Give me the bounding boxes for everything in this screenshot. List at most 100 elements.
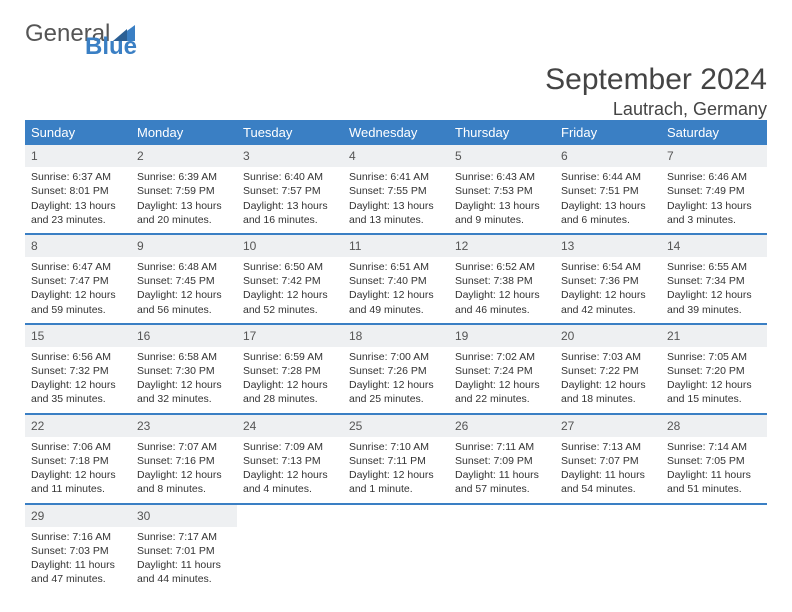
sunrise-text: Sunrise: 7:10 AM [349, 440, 443, 454]
sunrise-text: Sunrise: 6:40 AM [243, 170, 337, 184]
sunset-text: Sunset: 7:28 PM [243, 364, 337, 378]
day-number: 25 [343, 415, 449, 437]
sunrise-text: Sunrise: 7:03 AM [561, 350, 655, 364]
daylight-text: Daylight: 12 hours and 35 minutes. [31, 378, 125, 406]
sunset-text: Sunset: 7:36 PM [561, 274, 655, 288]
day-number: 30 [131, 505, 237, 527]
calendar-week: 8Sunrise: 6:47 AMSunset: 7:47 PMDaylight… [25, 235, 767, 325]
calendar: SundayMondayTuesdayWednesdayThursdayFrid… [25, 120, 767, 592]
daylight-text: Daylight: 12 hours and 32 minutes. [137, 378, 231, 406]
sunset-text: Sunset: 7:32 PM [31, 364, 125, 378]
calendar-day: 28Sunrise: 7:14 AMSunset: 7:05 PMDayligh… [661, 415, 767, 503]
day-body: Sunrise: 6:46 AMSunset: 7:49 PMDaylight:… [661, 167, 767, 233]
sunrise-text: Sunrise: 7:00 AM [349, 350, 443, 364]
day-number: 4 [343, 145, 449, 167]
sunset-text: Sunset: 7:22 PM [561, 364, 655, 378]
day-body: Sunrise: 7:17 AMSunset: 7:01 PMDaylight:… [131, 527, 237, 593]
daylight-text: Daylight: 12 hours and 39 minutes. [667, 288, 761, 316]
sunrise-text: Sunrise: 6:43 AM [455, 170, 549, 184]
sunset-text: Sunset: 8:01 PM [31, 184, 125, 198]
calendar-day: 27Sunrise: 7:13 AMSunset: 7:07 PMDayligh… [555, 415, 661, 503]
day-body: Sunrise: 6:58 AMSunset: 7:30 PMDaylight:… [131, 347, 237, 413]
sunrise-text: Sunrise: 6:59 AM [243, 350, 337, 364]
day-body: Sunrise: 7:14 AMSunset: 7:05 PMDaylight:… [661, 437, 767, 503]
calendar-week: 1Sunrise: 6:37 AMSunset: 8:01 PMDaylight… [25, 145, 767, 235]
sunset-text: Sunset: 7:47 PM [31, 274, 125, 288]
calendar-day: 12Sunrise: 6:52 AMSunset: 7:38 PMDayligh… [449, 235, 555, 323]
calendar-week: 22Sunrise: 7:06 AMSunset: 7:18 PMDayligh… [25, 415, 767, 505]
sunrise-text: Sunrise: 6:39 AM [137, 170, 231, 184]
calendar-day: 20 Sunrise: 7:03 AMSunset: 7:22 PMDayligh… [555, 325, 661, 413]
day-body: Sunrise: 7:06 AMSunset: 7:18 PMDaylight:… [25, 437, 131, 503]
calendar-day: 21Sunrise: 7:05 AMSunset: 7:20 PMDayligh… [661, 325, 767, 413]
day-body: Sunrise: 7:10 AMSunset: 7:11 PMDaylight:… [343, 437, 449, 503]
sunset-text: Sunset: 7:16 PM [137, 454, 231, 468]
daylight-text: Daylight: 13 hours and 9 minutes. [455, 199, 549, 227]
calendar-day [449, 505, 555, 593]
sunrise-text: Sunrise: 6:44 AM [561, 170, 655, 184]
calendar-day: 6Sunrise: 6:44 AMSunset: 7:51 PMDaylight… [555, 145, 661, 233]
calendar-week: 15Sunrise: 6:56 AMSunset: 7:32 PMDayligh… [25, 325, 767, 415]
calendar-day: 7Sunrise: 6:46 AMSunset: 7:49 PMDaylight… [661, 145, 767, 233]
day-number: 5 [449, 145, 555, 167]
calendar-day: 5Sunrise: 6:43 AMSunset: 7:53 PMDaylight… [449, 145, 555, 233]
sunset-text: Sunset: 7:11 PM [349, 454, 443, 468]
day-number: 17 [237, 325, 343, 347]
daylight-text: Daylight: 11 hours and 54 minutes. [561, 468, 655, 496]
weekday-header: Monday [131, 120, 237, 145]
day-number: 27 [555, 415, 661, 437]
sunrise-text: Sunrise: 6:46 AM [667, 170, 761, 184]
daylight-text: Daylight: 12 hours and 52 minutes. [243, 288, 337, 316]
day-body: Sunrise: 7:05 AMSunset: 7:20 PMDaylight:… [661, 347, 767, 413]
daylight-text: Daylight: 12 hours and 11 minutes. [31, 468, 125, 496]
daylight-text: Daylight: 12 hours and 18 minutes. [561, 378, 655, 406]
calendar-day: 22Sunrise: 7:06 AMSunset: 7:18 PMDayligh… [25, 415, 131, 503]
calendar-day: 3Sunrise: 6:40 AMSunset: 7:57 PMDaylight… [237, 145, 343, 233]
calendar-day: 25Sunrise: 7:10 AMSunset: 7:11 PMDayligh… [343, 415, 449, 503]
sunrise-text: Sunrise: 6:52 AM [455, 260, 549, 274]
day-body: Sunrise: 6:56 AMSunset: 7:32 PMDaylight:… [25, 347, 131, 413]
day-body: Sunrise: 6:51 AMSunset: 7:40 PMDaylight:… [343, 257, 449, 323]
calendar-day: 14Sunrise: 6:55 AMSunset: 7:34 PMDayligh… [661, 235, 767, 323]
calendar-day: 16Sunrise: 6:58 AMSunset: 7:30 PMDayligh… [131, 325, 237, 413]
sunset-text: Sunset: 7:53 PM [455, 184, 549, 198]
calendar-day: 8Sunrise: 6:47 AMSunset: 7:47 PMDaylight… [25, 235, 131, 323]
sunrise-text: Sunrise: 6:50 AM [243, 260, 337, 274]
sunset-text: Sunset: 7:05 PM [667, 454, 761, 468]
sunset-text: Sunset: 7:59 PM [137, 184, 231, 198]
sunset-text: Sunset: 7:55 PM [349, 184, 443, 198]
daylight-text: Daylight: 12 hours and 46 minutes. [455, 288, 549, 316]
sunrise-text: Sunrise: 7:11 AM [455, 440, 549, 454]
daylight-text: Daylight: 12 hours and 59 minutes. [31, 288, 125, 316]
sunrise-text: Sunrise: 6:47 AM [31, 260, 125, 274]
calendar-day: 10Sunrise: 6:50 AMSunset: 7:42 PMDayligh… [237, 235, 343, 323]
day-body: Sunrise: 6:43 AMSunset: 7:53 PMDaylight:… [449, 167, 555, 233]
sunset-text: Sunset: 7:45 PM [137, 274, 231, 288]
day-body: Sunrise: 7:09 AMSunset: 7:13 PMDaylight:… [237, 437, 343, 503]
daylight-text: Daylight: 13 hours and 16 minutes. [243, 199, 337, 227]
day-body: Sunrise: 6:50 AMSunset: 7:42 PMDaylight:… [237, 257, 343, 323]
daylight-text: Daylight: 12 hours and 1 minute. [349, 468, 443, 496]
day-number: 20 [555, 325, 661, 347]
sunrise-text: Sunrise: 7:16 AM [31, 530, 125, 544]
sunrise-text: Sunrise: 6:58 AM [137, 350, 231, 364]
day-number: 2 [131, 145, 237, 167]
day-number: 13 [555, 235, 661, 257]
weekday-header: Sunday [25, 120, 131, 145]
sunset-text: Sunset: 7:51 PM [561, 184, 655, 198]
sunrise-text: Sunrise: 7:06 AM [31, 440, 125, 454]
day-body: Sunrise: 6:47 AMSunset: 7:47 PMDaylight:… [25, 257, 131, 323]
sunrise-text: Sunrise: 7:07 AM [137, 440, 231, 454]
calendar-day: 13Sunrise: 6:54 AMSunset: 7:36 PMDayligh… [555, 235, 661, 323]
day-number: 22 [25, 415, 131, 437]
calendar-day: 23Sunrise: 7:07 AMSunset: 7:16 PMDayligh… [131, 415, 237, 503]
sunset-text: Sunset: 7:18 PM [31, 454, 125, 468]
sunset-text: Sunset: 7:24 PM [455, 364, 549, 378]
sunrise-text: Sunrise: 6:37 AM [31, 170, 125, 184]
day-number: 3 [237, 145, 343, 167]
daylight-text: Daylight: 13 hours and 3 minutes. [667, 199, 761, 227]
day-number: 7 [661, 145, 767, 167]
logo: General Blue [25, 20, 135, 48]
sunrise-text: Sunrise: 7:17 AM [137, 530, 231, 544]
day-body: Sunrise: 6:37 AMSunset: 8:01 PMDaylight:… [25, 167, 131, 233]
